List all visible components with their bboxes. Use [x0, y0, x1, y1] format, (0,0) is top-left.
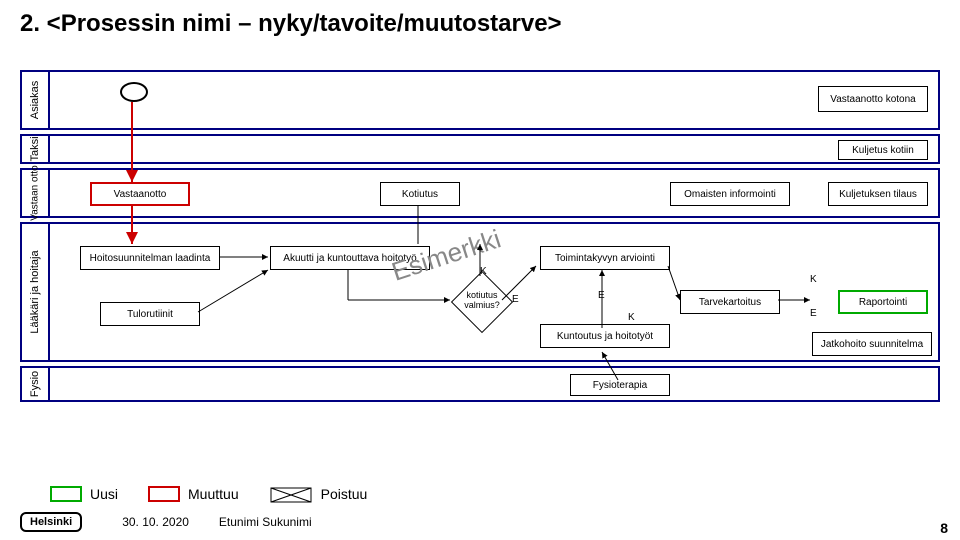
legend-poistuu: Poistuu [269, 486, 368, 502]
box-omaisten: Omaisten informointi [670, 182, 790, 206]
lane-asiakas: Asiakas Vastaanotto kotona [20, 70, 940, 130]
lane-taksi: Taksi Kuljetus kotiin [20, 134, 940, 164]
legend-box-uusi-icon [50, 486, 82, 502]
letter-e3: E [810, 308, 817, 319]
decision-label: kotiutus valmius? [452, 290, 512, 310]
box-tulorutiinit: Tulorutiinit [100, 302, 200, 326]
letter-k1: K [480, 266, 487, 277]
box-hoitosuunnitelman: Hoitosuunnitelman laadinta [80, 246, 220, 270]
lane-vastaanotto: Vastaan otto Vastaanotto Kotiutus Omaist… [20, 168, 940, 218]
legend: Uusi Muuttuu Poistuu [50, 486, 367, 502]
box-tarvekartoitus: Tarvekartoitus [680, 290, 780, 314]
page-title: 2. <Prosessin nimi – nyky/tavoite/muutos… [0, 0, 960, 48]
helsinki-logo: Helsinki [20, 512, 82, 532]
legend-box-poistuu-icon [269, 486, 313, 502]
legend-uusi: Uusi [50, 486, 118, 502]
start-node-icon [120, 82, 148, 102]
legend-label-poistuu: Poistuu [321, 486, 368, 502]
lane-label-vastaanotto: Vastaan otto [22, 170, 50, 216]
box-kotiutus: Kotiutus [380, 182, 460, 206]
box-vastaanotto-kotona: Vastaanotto kotona [818, 86, 928, 112]
legend-box-muuttuu-icon [148, 486, 180, 502]
lane-fysio: Fysio Fysioterapia [20, 366, 940, 402]
lane-laakari: Lääkäri ja hoitaja Hoitosuunnitelman laa… [20, 222, 940, 362]
box-kuntoutus: Kuntoutus ja hoitotyöt [540, 324, 670, 348]
lane-label-asiakas: Asiakas [22, 72, 50, 128]
letter-e2: E [598, 290, 605, 301]
legend-label-muuttuu: Muuttuu [188, 486, 239, 502]
box-kuljetus-kotiin: Kuljetus kotiin [838, 140, 928, 160]
box-jatkohoito: Jatkohoito suunnitelma [812, 332, 932, 356]
swimlane-container: Asiakas Vastaanotto kotona Taksi Kuljetu… [20, 70, 940, 406]
box-fysioterapia: Fysioterapia [570, 374, 670, 396]
legend-label-uusi: Uusi [90, 486, 118, 502]
footer-date: 30. 10. 2020 [122, 515, 189, 529]
letter-k2: K [628, 312, 635, 323]
footer: Helsinki 30. 10. 2020 Etunimi Sukunimi [20, 512, 940, 532]
box-toimintakyvyn: Toimintakyvyn arviointi [540, 246, 670, 270]
footer-author: Etunimi Sukunimi [219, 515, 312, 529]
box-kuljetuksen-tilaus: Kuljetuksen tilaus [828, 182, 928, 206]
box-vastaanotto: Vastaanotto [90, 182, 190, 206]
box-raportointi: Raportointi [838, 290, 928, 314]
box-akuutti: Akuutti ja kuntouttava hoitotyö [270, 246, 430, 270]
page-number: 8 [940, 520, 948, 536]
lane-label-laakari: Lääkäri ja hoitaja [22, 224, 50, 360]
lane-label-fysio: Fysio [22, 368, 50, 400]
letter-k3: K [810, 274, 817, 285]
letter-e1: E [512, 294, 519, 305]
lane-label-taksi: Taksi [22, 136, 50, 162]
legend-muuttuu: Muuttuu [148, 486, 239, 502]
